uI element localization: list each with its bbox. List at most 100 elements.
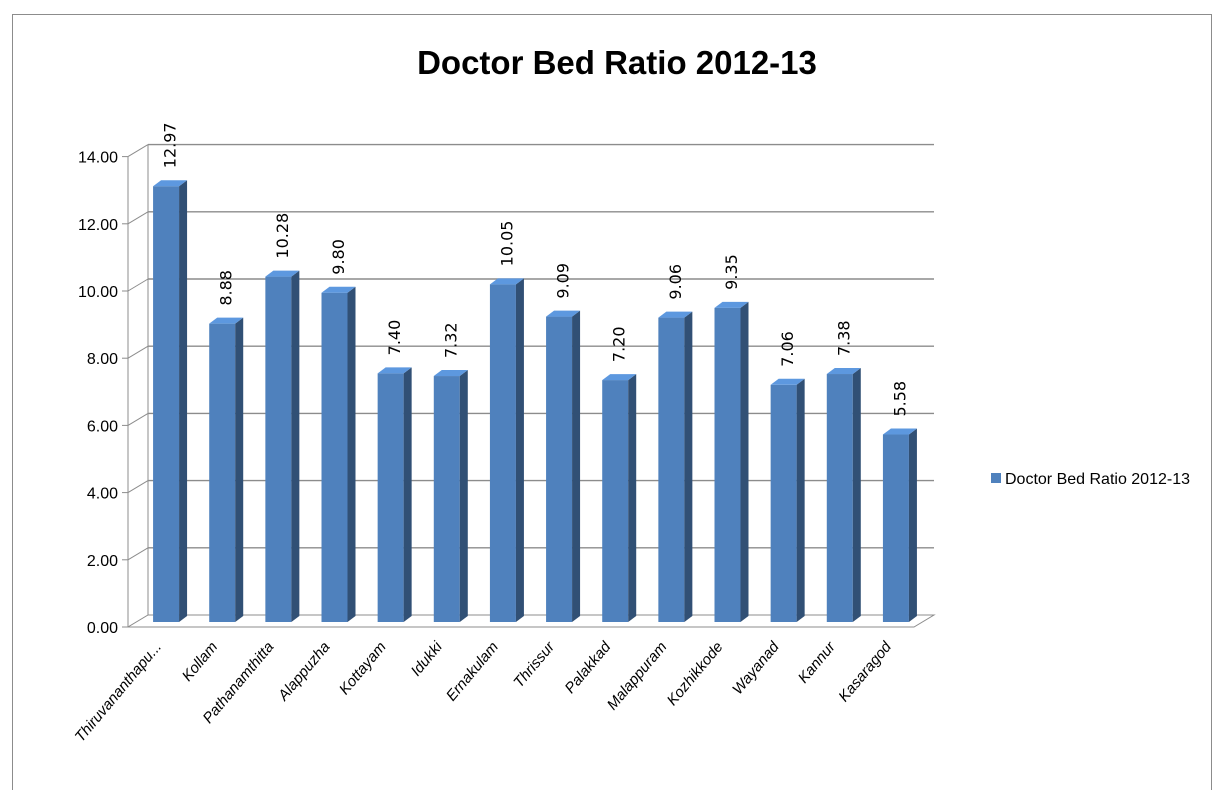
y-tick-label: 0.00 bbox=[87, 620, 118, 637]
data-label: 10.05 bbox=[497, 221, 516, 267]
y-tick-label: 10.00 bbox=[78, 284, 118, 301]
x-tick-label: Alappuzha bbox=[274, 639, 333, 705]
bar-top bbox=[602, 374, 637, 381]
data-label: 7.32 bbox=[441, 322, 460, 358]
data-label: 9.80 bbox=[329, 239, 348, 275]
bar bbox=[321, 286, 356, 622]
x-tick-label: Thiruvananthapu... bbox=[72, 639, 165, 746]
gridline-side bbox=[127, 278, 149, 292]
legend-swatch bbox=[991, 473, 1001, 483]
y-tick-label: 14.00 bbox=[78, 150, 118, 167]
gridline-side bbox=[127, 547, 149, 561]
bar bbox=[153, 180, 188, 622]
y-tick-label: 2.00 bbox=[87, 553, 118, 570]
bar-front bbox=[546, 316, 573, 622]
bar bbox=[658, 311, 693, 622]
data-label: 12.97 bbox=[161, 122, 180, 168]
data-label: 7.06 bbox=[778, 331, 797, 367]
data-label: 9.06 bbox=[666, 264, 685, 300]
bar bbox=[826, 368, 861, 622]
y-tick-label: 8.00 bbox=[87, 351, 118, 368]
bar-side bbox=[179, 180, 188, 622]
bar-front bbox=[209, 323, 236, 622]
gridline-side bbox=[127, 211, 149, 225]
bar-side bbox=[291, 270, 300, 622]
bar bbox=[433, 370, 468, 622]
data-label: 5.58 bbox=[890, 381, 909, 417]
bar-top bbox=[770, 378, 805, 385]
bar-top bbox=[489, 278, 524, 285]
bar-side bbox=[459, 370, 468, 622]
bar-top bbox=[209, 317, 244, 324]
bar-front bbox=[321, 292, 348, 622]
bar-top bbox=[546, 310, 581, 317]
data-labels: 12.97 8.88 10.28 9.80 7.40 7.32 10.05 9.09 7.20 9… bbox=[161, 122, 910, 416]
bars bbox=[153, 180, 917, 622]
data-label: 10.28 bbox=[273, 213, 292, 259]
bar-top bbox=[658, 311, 693, 318]
x-axis: Thiruvananthapu... KollamPathanamthittaAl… bbox=[72, 638, 896, 746]
bar-side bbox=[235, 317, 244, 622]
legend-label: Doctor Bed Ratio 2012-13 bbox=[1005, 471, 1190, 488]
data-label: 8.88 bbox=[217, 270, 236, 306]
bar-front bbox=[770, 384, 797, 622]
x-tick-label: Kollam bbox=[179, 639, 222, 685]
bar bbox=[546, 310, 581, 622]
x-tick-label: Palakkad bbox=[562, 638, 615, 697]
bar-front bbox=[826, 374, 853, 622]
bar bbox=[602, 374, 637, 622]
x-tick-label: Kozhikkode bbox=[664, 639, 727, 709]
y-tick-label: 4.00 bbox=[87, 486, 118, 503]
bar bbox=[882, 428, 917, 622]
chart-title: Doctor Bed Ratio 2012-13 bbox=[417, 44, 817, 81]
data-label: 9.09 bbox=[554, 263, 573, 299]
bar-top bbox=[153, 180, 188, 187]
x-tick-label: Thrissur bbox=[510, 638, 558, 691]
bar-front bbox=[489, 284, 516, 622]
chart-walls bbox=[126, 144, 936, 628]
data-label: 9.35 bbox=[722, 254, 741, 290]
bar-top bbox=[265, 270, 300, 277]
data-label: 7.40 bbox=[385, 320, 404, 356]
bar-side bbox=[403, 367, 412, 622]
y-axis: 0.00 2.00 4.00 6.00 8.00 10.00 12.00 14.00 bbox=[78, 150, 128, 637]
y-tick-label: 12.00 bbox=[78, 217, 118, 234]
bar-top bbox=[433, 370, 468, 377]
gridline-side bbox=[127, 480, 149, 494]
bar-side bbox=[908, 428, 917, 622]
gridlines bbox=[127, 143, 934, 561]
bar bbox=[714, 301, 749, 622]
y-tick-label: 6.00 bbox=[87, 418, 118, 435]
bar-side bbox=[852, 368, 861, 622]
bar bbox=[770, 378, 805, 622]
bar-side bbox=[347, 286, 356, 622]
bar-front bbox=[882, 434, 909, 622]
x-tick-label: Kottayam bbox=[336, 639, 390, 698]
bar-front bbox=[265, 276, 292, 622]
legend: Doctor Bed Ratio 2012-13 bbox=[991, 471, 1190, 488]
data-label: 7.38 bbox=[834, 320, 853, 356]
bar-top bbox=[826, 368, 861, 375]
chart-floor bbox=[126, 614, 936, 628]
x-tick-label: Ernakulam bbox=[443, 639, 502, 705]
bar-side bbox=[740, 301, 749, 622]
x-tick-label: Idukki bbox=[408, 638, 447, 679]
gridline-side bbox=[127, 345, 149, 359]
bar-front bbox=[602, 380, 629, 622]
bar bbox=[489, 278, 524, 622]
data-label: 7.20 bbox=[610, 326, 629, 362]
bar-top bbox=[377, 367, 412, 374]
x-tick-label: Kasaragod bbox=[835, 638, 895, 705]
bar-side bbox=[684, 311, 693, 622]
bar-side bbox=[796, 378, 805, 622]
bar-top bbox=[882, 428, 917, 435]
bar-side bbox=[515, 278, 524, 622]
bar-side bbox=[628, 374, 637, 622]
bar bbox=[209, 317, 244, 622]
bar-front bbox=[153, 186, 180, 622]
bar-top bbox=[714, 301, 749, 308]
x-tick-label: Wayanad bbox=[729, 638, 783, 698]
bar-side bbox=[572, 310, 581, 622]
bar-front bbox=[658, 317, 685, 622]
